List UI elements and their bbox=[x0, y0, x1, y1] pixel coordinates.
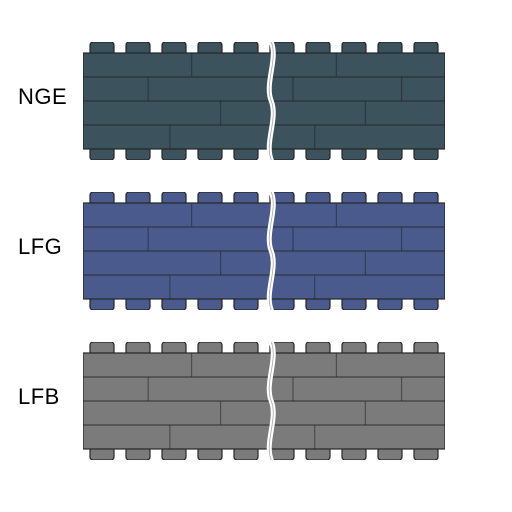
belt-lfb bbox=[83, 342, 445, 460]
label-lfb: LFB bbox=[18, 384, 60, 410]
belt-svg bbox=[83, 342, 445, 460]
belt-lfg bbox=[83, 192, 445, 310]
label-nge: NGE bbox=[18, 84, 67, 110]
belt-variants-figure: NGE LFG LFB bbox=[0, 0, 512, 512]
belt-nge bbox=[83, 42, 445, 160]
belt-svg bbox=[83, 42, 445, 160]
label-lfg: LFG bbox=[18, 234, 62, 260]
belt-svg bbox=[83, 192, 445, 310]
